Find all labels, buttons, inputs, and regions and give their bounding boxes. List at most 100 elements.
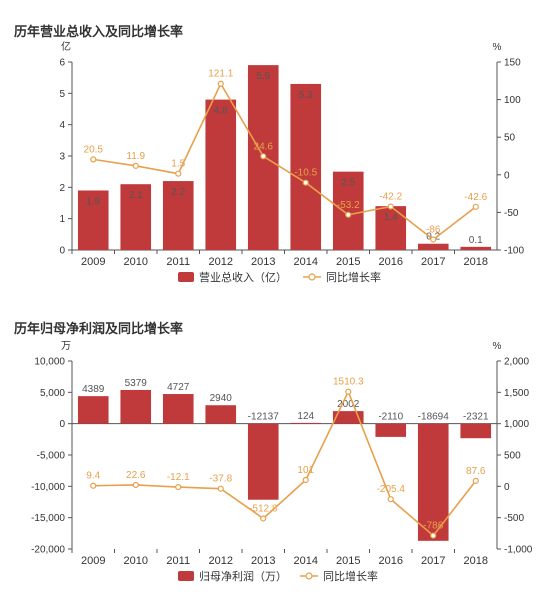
growth-line	[93, 82, 477, 241]
right-axis-unit: %	[493, 341, 502, 352]
bar	[290, 83, 322, 250]
right-tick-label: 50	[504, 133, 516, 144]
left-axis-unit: 万	[61, 341, 71, 352]
x-tick-label: 2012	[209, 256, 233, 268]
bar	[460, 246, 492, 250]
growth-value-label: -205.4	[377, 484, 406, 495]
right-tick-label: -1,000	[504, 545, 533, 556]
bar	[120, 389, 152, 424]
x-tick-label: 2009	[81, 555, 105, 567]
x-tick-label: 2011	[166, 256, 190, 268]
bar-value-label: 2.5	[341, 178, 355, 189]
growth-value-label: -53.2	[337, 200, 360, 211]
bar	[205, 99, 237, 250]
x-tick-label: 2014	[294, 555, 318, 567]
legend-bar-swatch	[178, 571, 194, 581]
right-tick-label: 500	[504, 451, 521, 462]
x-tick-label: 2011	[166, 555, 190, 567]
growth-point	[345, 211, 352, 218]
bar	[77, 396, 109, 424]
bar-value-label: 4389	[82, 384, 105, 395]
growth-value-label: 101	[297, 465, 314, 476]
legend-bar-label: 营业总收入（亿）	[199, 270, 287, 284]
left-tick-label: 3	[59, 152, 65, 163]
x-tick-label: 2012	[209, 555, 233, 567]
bar-value-label: 5.9	[256, 71, 270, 82]
left-tick-label: 10,000	[34, 357, 65, 368]
growth-value-label: 22.6	[126, 470, 146, 481]
legend-line-marker	[305, 572, 313, 580]
right-tick-label: 0	[504, 482, 510, 493]
growth-value-label: -42.2	[379, 192, 402, 203]
x-tick-label: 2018	[464, 256, 488, 268]
left-tick-label: 5	[59, 89, 65, 100]
growth-point	[90, 156, 97, 163]
growth-value-label: -12.1	[167, 472, 190, 483]
right-tick-label: 100	[504, 95, 521, 106]
bar	[290, 422, 322, 424]
right-tick-label: -500	[504, 513, 524, 524]
growth-point	[132, 162, 139, 169]
legend-bar-swatch	[178, 272, 194, 282]
left-tick-label: 0	[59, 246, 65, 257]
growth-value-label: 1510.3	[333, 377, 364, 388]
growth-value-label: 11.9	[126, 151, 145, 162]
bar	[417, 243, 449, 250]
growth-value-label: -512.8	[249, 503, 278, 514]
growth-line	[93, 389, 477, 537]
bar-value-label: -2321	[463, 412, 489, 423]
bar	[162, 394, 194, 424]
legend-bar-label: 归母净利润（万）	[199, 569, 287, 583]
growth-value-label: -786	[423, 521, 443, 532]
left-tick-label: 5,000	[40, 388, 65, 399]
bar-value-label: 1.9	[86, 196, 100, 207]
right-tick-label: 0	[504, 170, 510, 181]
bar	[162, 181, 194, 250]
left-tick-label: 6	[59, 58, 65, 69]
left-tick-label: -20,000	[31, 545, 65, 556]
left-tick-label: 1	[59, 214, 65, 225]
bar	[460, 423, 492, 439]
legend-line-label: 同比增长率	[326, 270, 381, 284]
growth-value-label: -37.8	[209, 474, 232, 485]
chart-title: 历年营业总收入及同比增长率	[14, 24, 183, 39]
x-tick-label: 2017	[421, 256, 445, 268]
left-tick-label: 0	[59, 419, 65, 430]
x-tick-label: 2015	[336, 256, 360, 268]
bar-value-label: 2002	[337, 399, 360, 410]
growth-point	[175, 483, 182, 491]
bar-value-label: 2940	[210, 393, 233, 404]
growth-point	[175, 170, 182, 177]
growth-point	[217, 485, 224, 492]
right-axis-unit: %	[493, 42, 502, 53]
bar-value-label: 124	[297, 411, 314, 422]
growth-value-label: 1.5	[171, 159, 185, 170]
growth-point	[302, 476, 309, 484]
growth-point	[217, 80, 224, 87]
x-tick-label: 2010	[124, 555, 148, 567]
bar-value-label: 5379	[125, 378, 148, 389]
growth-point	[260, 153, 267, 160]
growth-point	[90, 482, 97, 489]
bar-value-label: 4727	[167, 382, 190, 393]
x-tick-label: 2013	[251, 256, 275, 268]
chart-title: 历年归母净利润及同比增长率	[14, 321, 183, 336]
growth-value-label: 20.5	[84, 144, 104, 155]
growth-point	[345, 388, 352, 395]
bar	[375, 423, 407, 437]
left-axis-unit: 亿	[61, 40, 71, 53]
right-tick-label: -100	[504, 246, 524, 257]
growth-value-label: 9.4	[86, 471, 100, 482]
bar-value-label: 4.8	[214, 106, 228, 117]
growth-value-label: 121.1	[208, 69, 233, 80]
legend-line-label: 同比增长率	[323, 569, 378, 583]
bar-value-label: -12137	[248, 412, 280, 423]
bar-value-label: -2110	[378, 412, 403, 423]
bar-value-label: -18694	[418, 412, 450, 423]
x-tick-label: 2017	[421, 555, 445, 567]
left-tick-label: -5,000	[37, 451, 66, 462]
left-tick-label: -10,000	[31, 482, 65, 493]
bar	[332, 171, 364, 250]
